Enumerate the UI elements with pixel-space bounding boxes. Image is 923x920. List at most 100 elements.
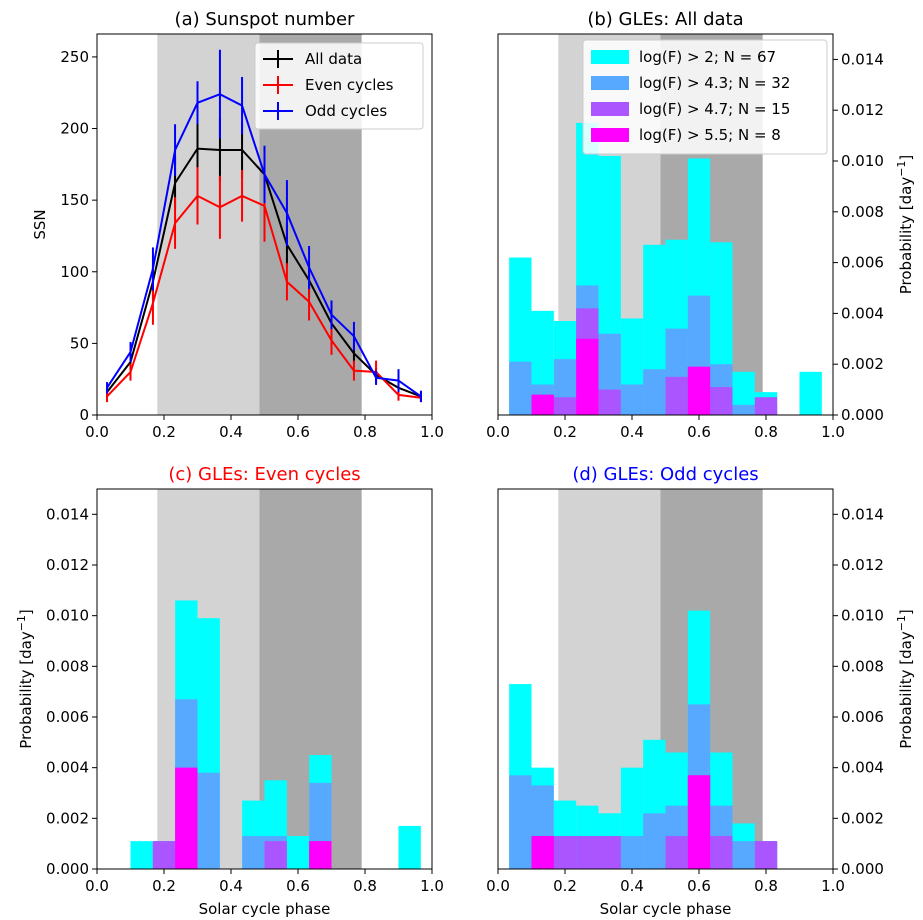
y-axis-label: Probability [day−1]	[895, 155, 915, 295]
x-tick-label: 0.6	[687, 877, 711, 895]
y-axis-label: SSN	[31, 209, 49, 239]
x-tick-label: 0.2	[152, 423, 176, 441]
y-tick-label: 0.014	[841, 505, 884, 523]
bar-series-4	[175, 767, 332, 869]
panel-title: (a) Sunspot number	[175, 9, 355, 30]
legend: All data Even cycles Odd cycles	[254, 42, 424, 130]
panel-title: (d) GLEs: Odd cycles	[572, 464, 758, 485]
x-tick-label: 0.0	[486, 423, 510, 441]
bar	[398, 825, 421, 869]
bar	[620, 384, 644, 415]
x-tick-label: 0.2	[553, 877, 577, 895]
y-tick-label: 0.002	[841, 809, 884, 827]
bar	[732, 841, 755, 869]
y-tick-label: 0.014	[46, 505, 89, 523]
x-tick-label: 0.8	[353, 877, 377, 895]
panel-title: (c) GLEs: Even cycles	[168, 464, 360, 485]
axes-frame	[96, 488, 433, 870]
y-tick-label: 0.012	[841, 556, 884, 574]
bar	[553, 397, 577, 415]
x-tick-label: 0.4	[219, 423, 243, 441]
y-tick-label: 0	[79, 406, 89, 424]
y-axis-label-text: Probability [day	[17, 631, 35, 749]
bar	[732, 371, 755, 415]
y-tick-label: 0.002	[46, 809, 89, 827]
bar	[643, 369, 666, 415]
y-tick-label: 0.008	[841, 657, 884, 675]
y-axis-label-text: Probability [day	[897, 177, 915, 295]
x-tick-label: 0.6	[687, 423, 711, 441]
bar	[152, 841, 176, 869]
y-tick-label: 200	[60, 120, 89, 138]
bar	[509, 361, 532, 415]
y-tick-label: 0.008	[46, 657, 89, 675]
x-tick-label: 0.0	[85, 423, 109, 441]
y-tick-label: 50	[70, 334, 89, 352]
y-tick-label: 0.006	[841, 708, 884, 726]
y-tick-label: 100	[60, 263, 89, 281]
bar	[242, 836, 265, 869]
x-axis-label: Solar cycle phase	[199, 900, 331, 918]
x-tick-label: 1.0	[420, 423, 444, 441]
bar	[598, 836, 621, 869]
x-tick-label: 0.4	[620, 877, 644, 895]
bar	[553, 836, 577, 869]
y-axis-label-close: ]	[17, 609, 35, 615]
bar	[531, 836, 554, 869]
x-tick-label: 0.8	[754, 877, 778, 895]
x-tick-label: 0.8	[754, 423, 778, 441]
y-axis-label-sup: −1	[895, 615, 908, 631]
axes-frame	[497, 488, 834, 870]
bar-series-4	[531, 775, 711, 869]
legend-swatch	[591, 128, 629, 142]
legend-label: Odd cycles	[305, 102, 387, 120]
bar	[754, 841, 778, 869]
bar	[665, 376, 688, 415]
legend-label: Even cycles	[305, 76, 394, 94]
legend-box	[254, 42, 424, 130]
bar	[509, 775, 532, 869]
axes-frame	[96, 33, 433, 416]
panel-a: 0.0 0.2 0.4 0.6 0.8 1.0 0 50 100 150 200 250 (a) Sun…	[31, 9, 444, 441]
bar	[732, 404, 755, 415]
phase-band-1	[157, 34, 260, 415]
y-tick-label: 0.000	[841, 406, 884, 424]
y-tick-label: 0.010	[46, 607, 89, 625]
y-tick-label: 0.006	[46, 708, 89, 726]
legend-swatch	[591, 76, 629, 90]
y-tick-label: 0.004	[46, 759, 89, 777]
x-axis-label: Solar cycle phase	[600, 900, 732, 918]
y-axis-label-sup: −1	[895, 161, 908, 177]
panel-c: 0.0 0.2 0.4 0.6 0.8 1.0 0.000 0.002 0.004 0.006 0.…	[15, 464, 444, 918]
legend-box	[582, 39, 828, 155]
x-tick-label: 0.6	[286, 423, 310, 441]
y-axis-label-text: Probability [day	[897, 631, 915, 749]
x-tick-label: 0.2	[553, 423, 577, 441]
y-tick-label: 0.000	[841, 860, 884, 878]
x-tick-label: 0.4	[219, 877, 243, 895]
legend-swatch	[591, 50, 629, 64]
y-tick-label: 150	[60, 191, 89, 209]
bar	[576, 338, 599, 415]
bar	[687, 366, 711, 415]
bar	[197, 772, 220, 869]
y-tick-label: 250	[60, 48, 89, 66]
panel-b: 0.0 0.2 0.4 0.6 0.8 1.00.000 0.002 0.004 0.006 0.…	[486, 9, 915, 441]
y-tick-label: 0.008	[841, 203, 884, 221]
x-tick-label: 0.0	[486, 877, 510, 895]
y-tick-label: 0.010	[841, 607, 884, 625]
x-tick-label: 1.0	[420, 877, 444, 895]
bar	[665, 836, 688, 869]
bar	[264, 841, 287, 869]
legend-label: log(F) > 4.3; N = 32	[639, 74, 790, 92]
panel-d: 0.0 0.2 0.4 0.6 0.8 1.00.000 0.002 0.004 0.006 0.…	[486, 464, 915, 918]
bar	[130, 841, 153, 869]
bar	[687, 775, 711, 869]
bar	[531, 394, 554, 415]
bar-series-4	[531, 338, 711, 415]
bar	[710, 387, 733, 415]
legend-label: All data	[305, 50, 362, 68]
y-axis-label-close: ]	[897, 155, 915, 161]
y-tick-label: 0.002	[841, 355, 884, 373]
